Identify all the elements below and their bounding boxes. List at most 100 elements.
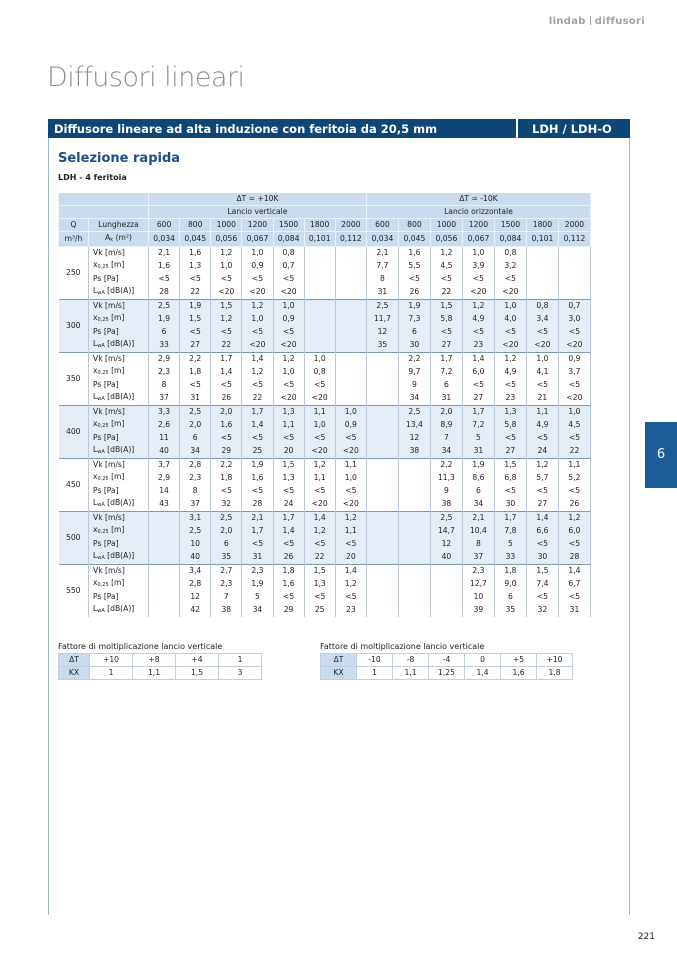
- value-cell: 2,5: [148, 299, 181, 312]
- value-cell: <5: [558, 432, 591, 444]
- value-cell: 22: [558, 444, 591, 459]
- data-row: LwA [dB(A)] 40 34 29 25 20 <20 <20 38 34 31 27 24 22: [59, 444, 591, 459]
- value-cell: 42: [179, 603, 212, 617]
- label-main: Ps: [93, 539, 102, 548]
- value-cell: [398, 471, 431, 485]
- value-cell: [335, 273, 367, 285]
- value-cell: 1,0: [335, 471, 367, 485]
- label-unit: [m]: [111, 419, 125, 428]
- value-cell: 1,0: [210, 259, 243, 273]
- value-cell: 2,2: [210, 458, 243, 471]
- row-label: x0,25 [m]: [88, 259, 149, 273]
- value-cell: 1,9: [462, 458, 495, 471]
- data-row: LwA [dB(A)] 37 31 26 22 <20 <20 34 31 27 23 21 <20: [59, 391, 591, 406]
- label-sub: 0,25: [97, 370, 109, 376]
- value-cell: 32: [210, 497, 243, 512]
- value-cell: <5: [241, 485, 274, 497]
- value-cell: 1,0: [526, 352, 559, 365]
- value-cell: 8: [366, 273, 399, 285]
- value-cell: 5,8: [494, 418, 527, 432]
- value-cell: 2,3: [241, 564, 274, 577]
- row-label: x0,25 [m]: [88, 577, 149, 591]
- factor-cell: 1,1: [132, 666, 176, 680]
- value-cell: 7: [430, 432, 463, 444]
- value-cell: 2,5: [179, 524, 212, 538]
- brand-header: lindab diffusori: [549, 16, 645, 27]
- value-cell: <5: [148, 273, 181, 285]
- value-cell: 12: [366, 326, 399, 338]
- section-title: Selezione rapida: [58, 151, 181, 166]
- value-cell: <5: [526, 485, 559, 497]
- value-cell: [398, 550, 431, 565]
- data-row: Ps [Pa] 10 6 <5 <5 <5 <5 12 8 5 <5 <5: [59, 538, 591, 550]
- value-cell: 6: [179, 432, 212, 444]
- value-cell: 1,6: [398, 246, 431, 259]
- value-cell: [366, 485, 399, 497]
- value-cell: 1,6: [273, 577, 305, 591]
- data-row: x0,25 [m] 2,8 2,3 1,9 1,6 1,3 1,2 12,7 9,0 7,4 6,7: [59, 577, 591, 591]
- value-cell: 31: [241, 550, 274, 565]
- value-cell: 22: [210, 338, 243, 353]
- value-cell: 1,5: [273, 458, 305, 471]
- value-cell: 22: [241, 391, 274, 406]
- value-cell: 22: [430, 285, 463, 300]
- value-cell: 1,5: [304, 564, 336, 577]
- value-cell: 1,1: [526, 405, 559, 418]
- data-row: LwA [dB(A)] 42 38 34 29 25 23 39 35 32 31: [59, 603, 591, 617]
- value-cell: 8,9: [430, 418, 463, 432]
- value-cell: [335, 338, 367, 353]
- value-cell: 1,9: [179, 299, 212, 312]
- value-cell: 7,3: [398, 312, 431, 326]
- value-cell: 6: [494, 591, 527, 603]
- value-cell: 1,1: [273, 418, 305, 432]
- label-main: x: [93, 260, 98, 269]
- value-cell: 2,0: [210, 405, 243, 418]
- value-cell: 2,9: [148, 352, 181, 365]
- factor-label: ΔT: [58, 653, 90, 667]
- label-main: x: [93, 578, 98, 587]
- value-cell: 6,7: [558, 577, 591, 591]
- data-row: 300 Vk [m/s] 2,5 1,9 1,5 1,2 1,0 2,5 1,9 1,5 1,2 1,…: [58, 299, 591, 353]
- value-cell: 40: [179, 550, 212, 565]
- label-main: A: [105, 233, 111, 242]
- factor-label: KX: [320, 666, 357, 680]
- label-unit: [dB(A)]: [107, 286, 135, 295]
- value-cell: 1,6: [179, 246, 212, 259]
- length-cell: 1500: [493, 218, 527, 232]
- factor-cell: 1,6: [500, 666, 537, 680]
- value-cell: 3,4: [179, 564, 212, 577]
- value-cell: 1,1: [335, 458, 367, 471]
- value-cell: <20: [304, 497, 336, 512]
- value-cell: 29: [273, 603, 305, 617]
- value-cell: 1,9: [398, 299, 431, 312]
- value-cell: <5: [241, 379, 274, 391]
- value-cell: 1,1: [558, 458, 591, 471]
- factor-table: ΔT -10 -8 -4 0 +5 +10 KX 1 1,1 1,25 1,4 1,6 1,8: [320, 653, 573, 680]
- label-unit: (m²): [115, 233, 132, 242]
- value-cell: <5: [462, 273, 495, 285]
- value-cell: 3,9: [462, 259, 495, 273]
- value-cell: 35: [210, 550, 243, 565]
- value-cell: [398, 577, 431, 591]
- q-cell: 550: [58, 564, 89, 617]
- value-cell: 26: [558, 497, 591, 512]
- label-main: L: [93, 551, 98, 560]
- value-cell: <20: [273, 285, 305, 300]
- label-main: Vk: [93, 248, 103, 257]
- value-cell: [366, 444, 399, 459]
- row-label: Vk [m/s]: [88, 246, 149, 259]
- value-cell: 4,0: [494, 312, 527, 326]
- value-cell: <20: [462, 285, 495, 300]
- value-cell: 2,2: [179, 352, 212, 365]
- value-cell: 14,7: [430, 524, 463, 538]
- value-cell: 27: [179, 338, 212, 353]
- value-cell: 1,2: [430, 246, 463, 259]
- factor-block: Fattore di moltiplicazione lancio vertic…: [58, 642, 262, 680]
- value-cell: [335, 299, 367, 312]
- value-cell: <5: [273, 326, 305, 338]
- value-cell: 1,7: [241, 405, 274, 418]
- section-name: diffusori: [594, 16, 645, 27]
- label-unit: [dB(A)]: [107, 445, 135, 454]
- value-cell: 1,3: [304, 577, 336, 591]
- value-cell: 2,7: [210, 564, 243, 577]
